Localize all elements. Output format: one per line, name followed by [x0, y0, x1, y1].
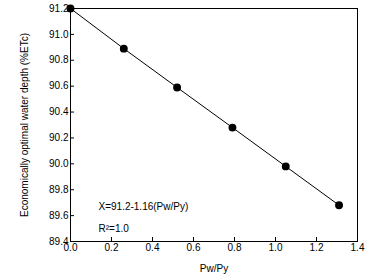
svg-text:1.0: 1.0: [269, 242, 283, 253]
svg-text:0.6: 0.6: [187, 242, 201, 253]
svg-text:90.4: 90.4: [49, 106, 69, 117]
svg-text:0.4: 0.4: [146, 242, 160, 253]
svg-text:1.4: 1.4: [351, 242, 365, 253]
svg-text:Pw/Py: Pw/Py: [200, 263, 228, 274]
svg-text:90.0: 90.0: [49, 158, 69, 169]
svg-text:90.6: 90.6: [49, 80, 69, 91]
svg-text:Economically optimal water dep: Economically optimal water depth (%ETc): [19, 33, 30, 217]
svg-text:0.2: 0.2: [105, 242, 119, 253]
svg-text:90.2: 90.2: [49, 132, 69, 143]
svg-text:0.0: 0.0: [63, 241, 78, 253]
svg-text:91.0: 91.0: [49, 29, 69, 40]
svg-text:R²=1.0: R²=1.0: [99, 223, 130, 234]
svg-text:89.6: 89.6: [49, 210, 69, 221]
svg-text:90.8: 90.8: [49, 54, 69, 65]
svg-text:X=91.2-1.16(Pw/Py): X=91.2-1.16(Pw/Py): [99, 201, 189, 212]
svg-text:0.8: 0.8: [228, 242, 242, 253]
svg-text:89.4: 89.4: [49, 236, 69, 247]
svg-text:1.2: 1.2: [310, 242, 324, 253]
svg-text:89.8: 89.8: [49, 184, 69, 195]
svg-text:91.2: 91.2: [49, 3, 69, 14]
